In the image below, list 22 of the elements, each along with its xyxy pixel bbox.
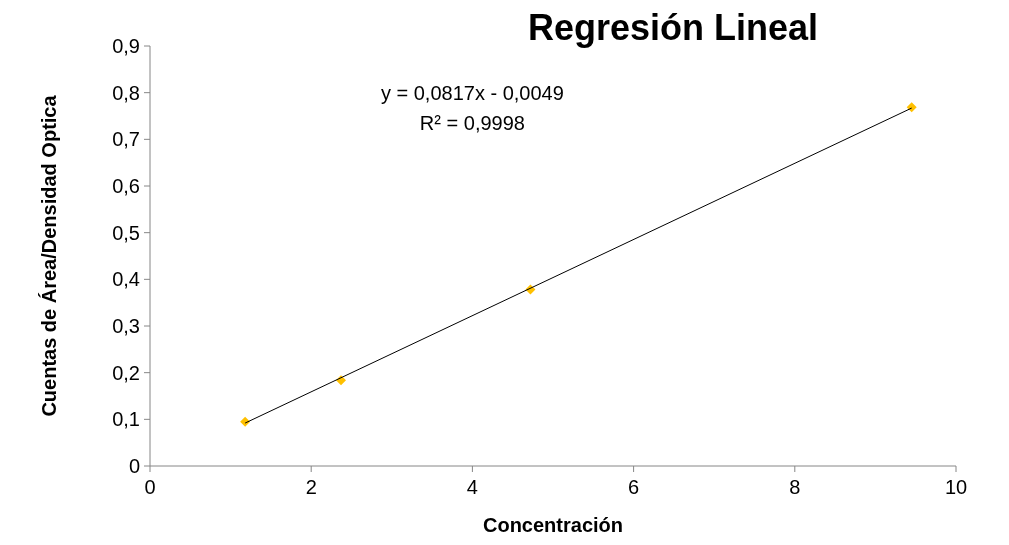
x-tick-label: 8: [789, 476, 801, 498]
annotation: R² = 0,9998: [419, 111, 525, 134]
y-tick-label: 0,5: [112, 221, 140, 244]
y-tick-label: 0,6: [112, 175, 140, 197]
annotation: y = 0,0817x - 0,0049: [380, 81, 564, 104]
y-tick-label: 0,2: [112, 361, 140, 384]
x-tick-label: 4: [466, 476, 478, 498]
y-tick-label: 0,7: [112, 128, 140, 151]
y-tick-label: 0,4: [112, 268, 140, 291]
x-axis-title: Concentración: [482, 514, 624, 536]
point: [906, 102, 917, 113]
x-tick-label: 0: [144, 476, 156, 498]
y-tick-label: 0: [128, 455, 140, 477]
chart-title: Regresión Lineal: [527, 7, 819, 48]
y-tick-label: 0,9: [112, 35, 140, 57]
x-tick-label: 10: [944, 476, 968, 498]
x-tick-label: 2: [305, 476, 317, 498]
x-tick-label: 6: [628, 476, 640, 498]
y-tick-label: 0,3: [112, 315, 140, 337]
y-axis-title: Cuentas de Área/Densidad Optica: [38, 94, 60, 417]
y-tick-label: 0,1: [112, 408, 140, 431]
y-tick-label: 0,8: [112, 81, 140, 104]
